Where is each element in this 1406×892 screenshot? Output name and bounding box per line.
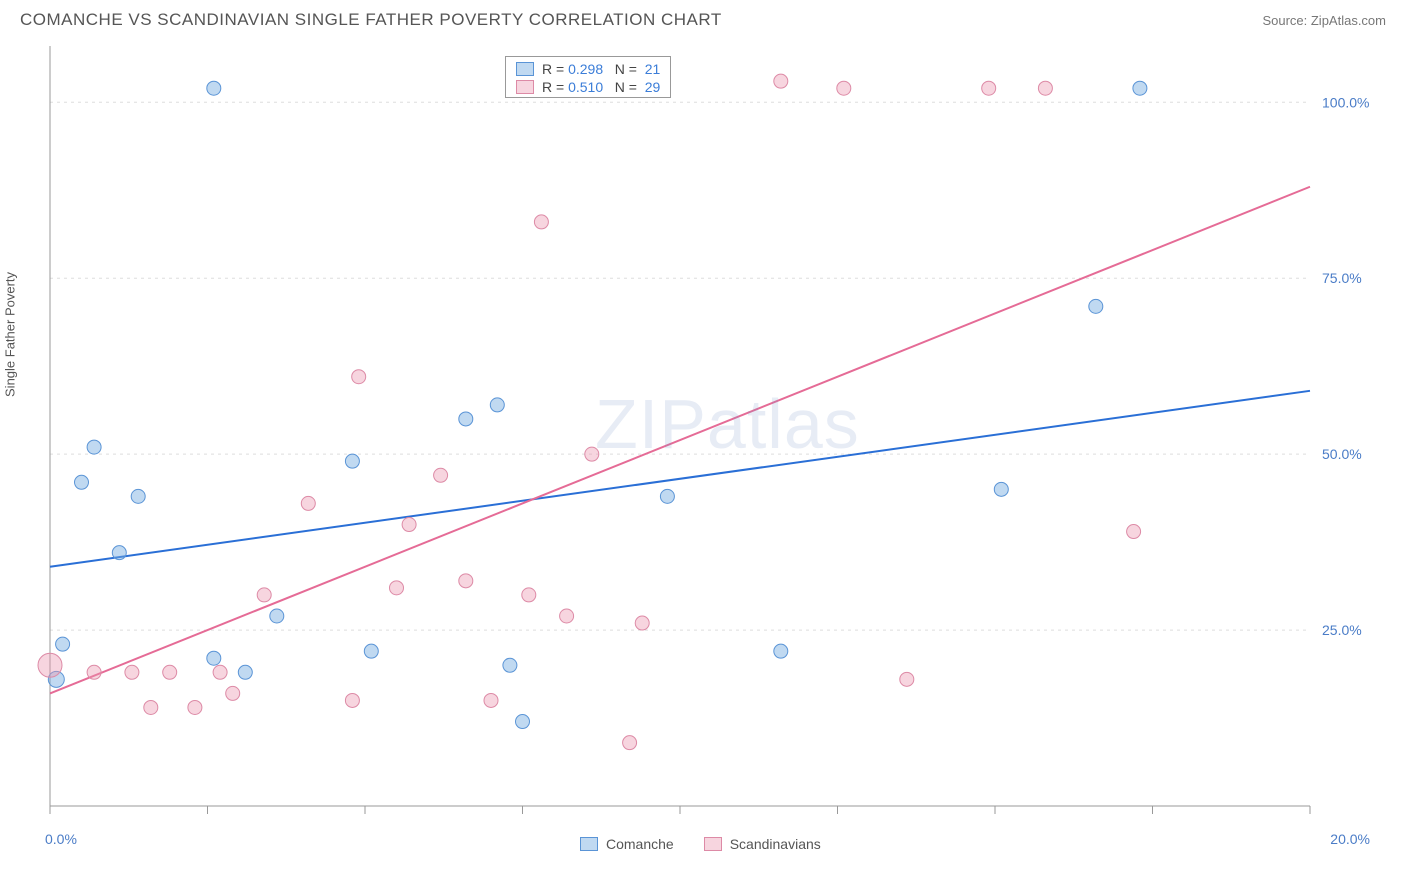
legend-text: R = 0.298 N = 21 [542, 61, 660, 77]
y-axis-label: Single Father Poverty [3, 272, 18, 397]
point-scand [982, 81, 996, 95]
point-scand [635, 616, 649, 630]
header: COMANCHE VS SCANDINAVIAN SINGLE FATHER P… [0, 0, 1406, 36]
chart-title: COMANCHE VS SCANDINAVIAN SINGLE FATHER P… [20, 10, 722, 30]
point-scand [585, 447, 599, 461]
point-scand [257, 588, 271, 602]
legend-row: R = 0.298 N = 21 [516, 61, 660, 77]
y-tick-label: 50.0% [1322, 446, 1362, 462]
point-scand [434, 468, 448, 482]
point-comanche [270, 609, 284, 623]
point-comanche [75, 475, 89, 489]
scatter-plot: 25.0%50.0%75.0%100.0%0.0%20.0% [50, 46, 1400, 866]
point-comanche [56, 637, 70, 651]
point-scand [213, 665, 227, 679]
point-scand [402, 518, 416, 532]
point-scand [301, 496, 315, 510]
chart-source: Source: ZipAtlas.com [1262, 13, 1386, 28]
series-legend: Comanche Scandinavians [580, 836, 821, 852]
point-scand [125, 665, 139, 679]
point-comanche [660, 489, 674, 503]
legend-swatch [516, 80, 534, 94]
point-comanche [345, 454, 359, 468]
point-comanche [1089, 299, 1103, 313]
point-scand [1127, 525, 1141, 539]
point-scand [188, 700, 202, 714]
correlation-legend: R = 0.298 N = 21 R = 0.510 N = 29 [505, 56, 671, 98]
point-comanche [994, 482, 1008, 496]
point-scand [900, 672, 914, 686]
chart-area: Single Father Poverty 25.0% 50.0% 75.0% 100… [0, 36, 1406, 868]
legend-swatch [704, 837, 722, 851]
point-comanche [207, 81, 221, 95]
regression-line-comanche [50, 391, 1310, 567]
point-scand [534, 215, 548, 229]
point-scand [837, 81, 851, 95]
y-tick-label: 25.0% [1322, 622, 1362, 638]
y-tick-label: 75.0% [1322, 270, 1362, 286]
point-comanche [238, 665, 252, 679]
x-tick-label: 0.0% [45, 831, 77, 847]
point-comanche [490, 398, 504, 412]
point-scand [1038, 81, 1052, 95]
point-scand [352, 370, 366, 384]
point-scand [774, 74, 788, 88]
point-scand [144, 700, 158, 714]
point-comanche [774, 644, 788, 658]
point-scand [522, 588, 536, 602]
legend-swatch [516, 62, 534, 76]
point-comanche [112, 546, 126, 560]
point-scand [163, 665, 177, 679]
point-scand [560, 609, 574, 623]
x-tick-label: 20.0% [1330, 831, 1370, 847]
series-name: Scandinavians [730, 836, 821, 852]
series-legend-item: Scandinavians [704, 836, 821, 852]
point-scand [484, 693, 498, 707]
point-comanche [516, 715, 530, 729]
point-scand [345, 693, 359, 707]
y-tick-label: 100.0% [1322, 94, 1369, 110]
point-scand [459, 574, 473, 588]
point-scand [38, 653, 62, 677]
point-comanche [1133, 81, 1147, 95]
legend-row: R = 0.510 N = 29 [516, 79, 660, 95]
regression-line-scand [50, 187, 1310, 694]
point-comanche [207, 651, 221, 665]
point-comanche [131, 489, 145, 503]
point-scand [623, 736, 637, 750]
point-comanche [503, 658, 517, 672]
series-legend-item: Comanche [580, 836, 674, 852]
point-comanche [364, 644, 378, 658]
point-scand [87, 665, 101, 679]
point-scand [390, 581, 404, 595]
legend-text: R = 0.510 N = 29 [542, 79, 660, 95]
legend-swatch [580, 837, 598, 851]
point-comanche [87, 440, 101, 454]
point-scand [226, 686, 240, 700]
point-comanche [459, 412, 473, 426]
series-name: Comanche [606, 836, 674, 852]
